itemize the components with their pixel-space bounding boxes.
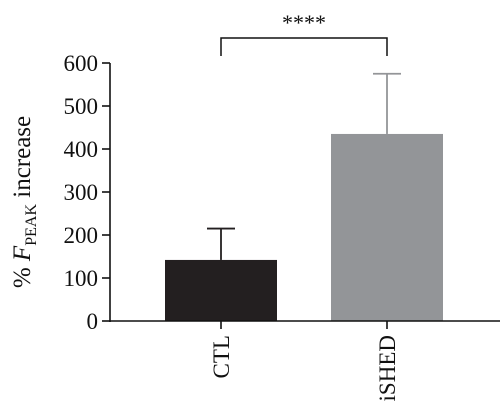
y-tick-label: 300 xyxy=(64,180,99,205)
y-tick-label: 100 xyxy=(64,266,99,291)
bar-ctl xyxy=(165,259,277,321)
x-tick-label: iSHED xyxy=(375,335,400,401)
y-axis-label-variable: F xyxy=(9,245,36,262)
x-axis: CTL iSHED xyxy=(110,320,500,401)
y-axis-label-subscript: PEAK xyxy=(23,204,40,246)
y-axis-label-suffix: increase xyxy=(9,116,36,204)
bar-ished xyxy=(331,133,443,321)
y-axis-label: % FPEAK increase xyxy=(9,116,40,288)
bars xyxy=(165,133,443,321)
y-axis-label-prefix: % xyxy=(9,261,36,288)
y-tick-label: 0 xyxy=(87,309,99,334)
y-tick-label: 600 xyxy=(64,51,99,76)
significance-label: **** xyxy=(282,10,326,35)
x-tick-label: CTL xyxy=(209,335,234,378)
y-tick-label: 400 xyxy=(64,137,99,162)
significance-bracket xyxy=(220,37,388,56)
significance-annotation: **** xyxy=(220,10,388,56)
error-bars xyxy=(207,72,401,260)
y-tick-label: 200 xyxy=(64,223,99,248)
y-tick-label: 500 xyxy=(64,94,99,119)
y-axis: 0 100 200 300 400 500 600 xyxy=(64,51,111,334)
